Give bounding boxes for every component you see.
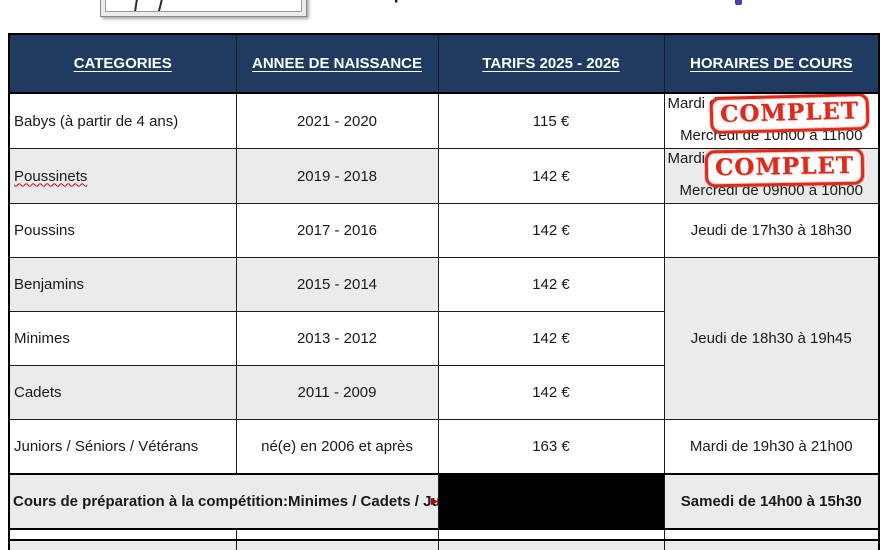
empty-cell — [235, 539, 439, 550]
schedule-content: Mardi d 0 Mercredi de 09h00 à 10h00 COMP… — [665, 149, 878, 203]
club-logo-image — [100, 0, 307, 17]
birth-years-cell: 2015 - 2014 — [235, 257, 439, 312]
table-row: Minimes 2013 - 2012 142 € — [8, 311, 879, 366]
price-cell: 115 € — [437, 92, 665, 149]
header-row: CATEGORIES ANNEE DE NAISSANCE TARIFS 202… — [8, 33, 880, 94]
table-row: Juniors / Séniors / Vétérans né(e) en 20… — [8, 419, 880, 474]
schedule-cell: Jeudi de 17h30 à 18h30 — [663, 203, 880, 258]
schedule-cell: Mardi d 0 Mercredi de 10h00 à 11h00 COMP… — [663, 92, 880, 149]
price-cell: 142 € — [437, 311, 665, 366]
price-cell: 163 € — [437, 419, 665, 474]
table-row: Poussins 2017 - 2016 142 € Jeudi de 17h3… — [8, 203, 880, 258]
logo-stroke — [157, 0, 167, 11]
col-header-categories: CATEGORIES — [8, 33, 237, 94]
clipped-bottom-row — [8, 539, 880, 550]
table-row: Poussinets 2019 - 2018 142 € Mardi d 0 M… — [8, 148, 880, 204]
price-cell: 142 € — [437, 257, 665, 312]
empty-cell — [437, 539, 665, 550]
empty-cell — [663, 539, 880, 550]
logo-stroke — [133, 0, 141, 11]
competition-prep-row: Cours de préparation à la compétition:Mi… — [8, 472, 880, 529]
empty-row — [8, 527, 880, 541]
category-cell: Juniors / Séniors / Vétérans — [8, 419, 237, 474]
schedule-cell: Mardi d 0 Mercredi de 09h00 à 10h00 COMP… — [663, 148, 880, 204]
birth-years-cell: 2019 - 2018 — [235, 148, 439, 204]
category-cell: Benjamins — [8, 257, 237, 312]
table-row: Cadets 2011 - 2009 142 € — [8, 365, 879, 420]
merged-schedule-cell: Jeudi de 18h30 à 19h45 — [663, 257, 880, 420]
birth-years-cell: 2021 - 2020 — [235, 92, 439, 149]
inscription-table: CATEGORIES ANNEE DE NAISSANCE TARIFS 202… — [8, 33, 880, 550]
birth-years-cell: né(e) en 2006 et après — [235, 419, 439, 474]
col-header-tarifs: TARIFS 2025 - 2026 — [437, 33, 665, 94]
competition-label-cell: Cours de préparation à la compétition:Mi… — [8, 472, 439, 529]
birth-years-cell: 2013 - 2012 — [235, 311, 439, 366]
birth-years-cell: 2017 - 2016 — [235, 203, 439, 258]
competition-label-wrap: Cours de préparation à la compétition:Mi… — [10, 492, 438, 510]
birth-years-cell: 2011 - 2009 — [235, 365, 439, 420]
col-header-horaires: HORAIRES DE COURS — [663, 33, 880, 94]
price-cell: 142 € — [437, 203, 665, 258]
club-logo-drawing — [105, 0, 302, 12]
category-cell: Minimes — [8, 311, 237, 366]
schedule-content: Mardi d 0 Mercredi de 10h00 à 11h00 COMP… — [665, 93, 878, 148]
top-strip: Inscription Saison 2025 - 2026 — [0, 0, 890, 33]
empty-cell — [8, 539, 237, 550]
page-title: Inscription Saison 2025 - 2026 — [330, 0, 610, 4]
competition-label: Cours de préparation à la compétition:Mi… — [13, 492, 438, 510]
empty-cell — [437, 527, 665, 541]
misspelled-word: Poussinets — [14, 167, 88, 185]
clipped-glyph-fragment — [735, 0, 742, 5]
category-cell: Poussins — [8, 203, 237, 258]
table-row: Benjamins 2015 - 2014 142 € Jeudi de 18h… — [8, 257, 880, 420]
empty-cell — [663, 527, 880, 541]
empty-cell — [8, 527, 237, 541]
complet-stamp: COMPLET — [704, 149, 864, 187]
schedule-line1-left: Mardi d — [667, 95, 718, 112]
category-cell: Babys (à partir de 4 ans) — [8, 92, 237, 149]
redacted-price-cell — [437, 472, 665, 529]
schedule-cell: Mardi de 19h30 à 21h00 — [663, 419, 880, 474]
text-overflow-marker-icon: ► — [429, 494, 437, 508]
price-cell: 142 € — [437, 148, 665, 204]
col-header-annee: ANNEE DE NAISSANCE — [235, 33, 439, 94]
empty-cell — [235, 527, 439, 541]
category-cell: Cadets — [8, 365, 237, 420]
competition-schedule-cell: Samedi de 14h00 à 15h30 — [663, 472, 880, 529]
complet-stamp: COMPLET — [709, 93, 869, 134]
table-row: Babys (à partir de 4 ans) 2021 - 2020 11… — [8, 92, 880, 149]
category-cell: Poussinets — [8, 148, 237, 204]
price-cell: 142 € — [437, 365, 665, 420]
